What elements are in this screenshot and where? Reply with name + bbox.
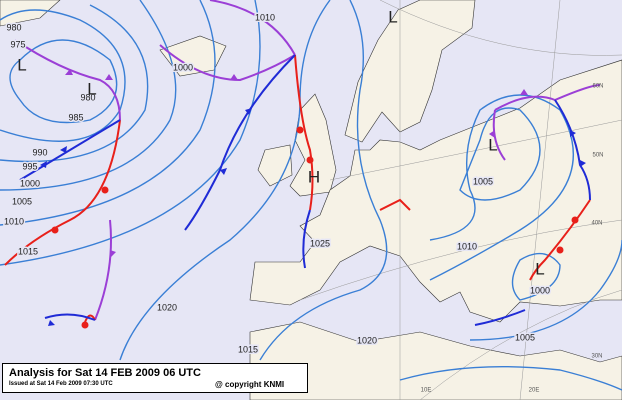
ireland <box>257 144 293 187</box>
isobar-label: 990 <box>32 147 47 157</box>
copyright: @ copyright KNMI <box>215 380 285 389</box>
isobar-label: 1010 <box>457 241 477 251</box>
isobar-label: 1005 <box>12 196 32 206</box>
caption-box: Analysis for Sat 14 FEB 2009 06 UTC Issu… <box>2 363 308 393</box>
isobar-label: 1020 <box>157 302 177 312</box>
geo-label: 10E <box>421 388 432 394</box>
iceland <box>159 35 227 77</box>
fronts <box>4 0 601 326</box>
isobar-label: 1000 <box>20 178 40 188</box>
isobar-label: 1015 <box>238 344 258 354</box>
isobar-label: 985 <box>68 112 83 122</box>
geo-label: 20E <box>529 388 540 394</box>
isobar-label: 975 <box>10 39 25 49</box>
pressure-center: L <box>17 55 26 74</box>
isobar-label: 980 <box>80 92 95 102</box>
isobar-label: 1020 <box>357 335 377 345</box>
great-britain <box>289 93 337 197</box>
pressure-center: H <box>308 167 320 186</box>
geo-label: 60N <box>592 84 603 90</box>
greenland <box>0 0 61 27</box>
isobar-label: 980 <box>6 22 21 32</box>
analysis-title: Analysis for Sat 14 FEB 2009 06 UTC <box>9 367 201 379</box>
isobar-label: 1015 <box>18 246 38 256</box>
geo-label: 40N <box>591 221 602 227</box>
isobar-label: 1025 <box>310 238 330 248</box>
isobar-label: 1010 <box>255 12 275 22</box>
scandinavia <box>344 0 476 143</box>
isobar-label: 1010 <box>4 216 24 226</box>
pressure-center: L <box>388 7 397 26</box>
isobar-label: 1005 <box>473 176 493 186</box>
pressure-center: L <box>488 135 497 154</box>
pressure-center: L <box>87 79 96 98</box>
front-symbols <box>40 69 586 329</box>
isobar-label: 995 <box>22 161 37 171</box>
geo-label: 50N <box>592 153 603 159</box>
continental-europe <box>249 59 622 323</box>
geo-label: 30N <box>591 354 602 360</box>
africa <box>249 321 622 400</box>
isobar-label: 1000 <box>530 285 550 295</box>
issued-time: Issued at Sat 14 Feb 2009 07:30 UTC <box>9 381 113 387</box>
isobar-label: 1005 <box>515 332 535 342</box>
isobar-label: 1000 <box>173 62 193 72</box>
pressure-center: L <box>535 259 544 278</box>
isobars <box>0 0 622 391</box>
